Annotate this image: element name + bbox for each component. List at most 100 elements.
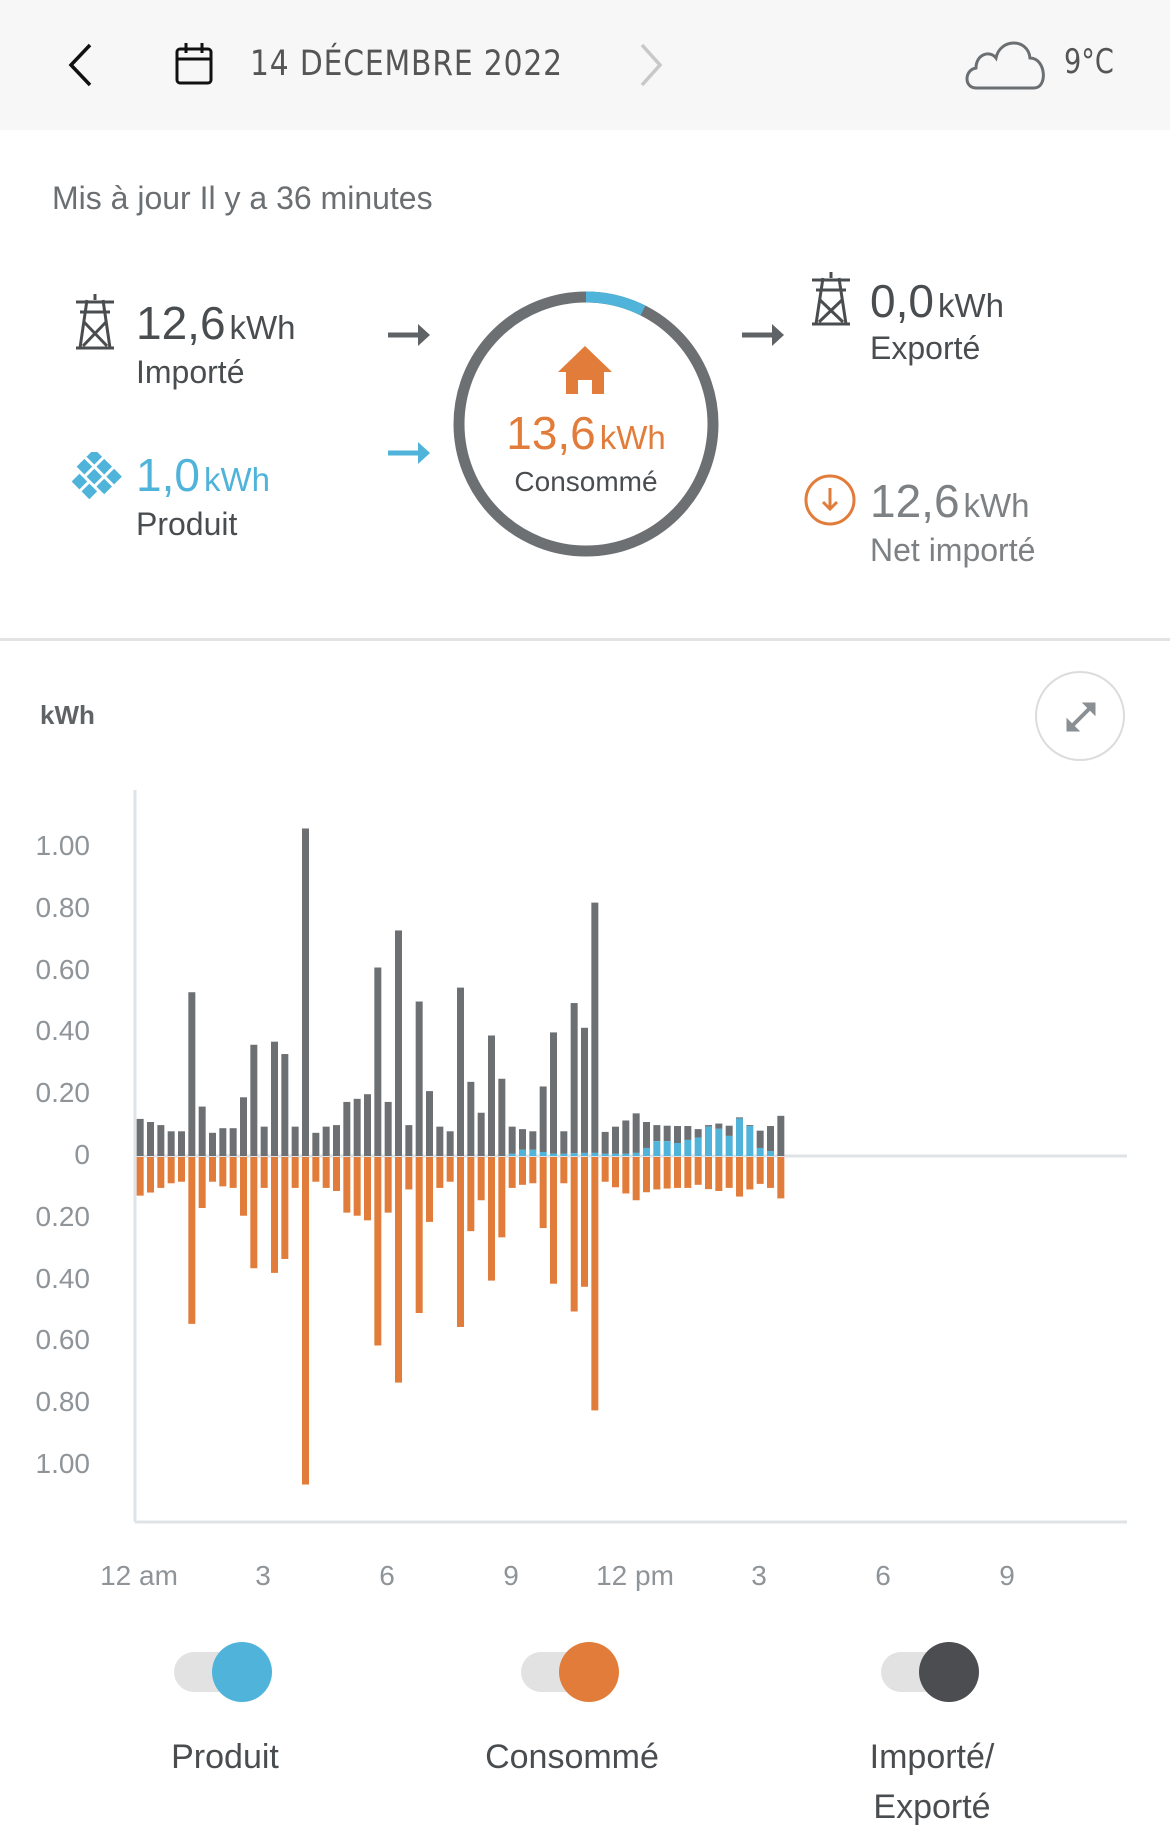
consumed-bar <box>436 1157 444 1188</box>
imported-bar <box>353 1098 361 1156</box>
toggle-knob <box>212 1642 272 1702</box>
consumed-bar <box>271 1157 278 1273</box>
date-label[interactable]: 14 DÉCEMBRE 2022 <box>250 44 563 84</box>
imported-bar <box>240 1097 247 1156</box>
consumed-bar <box>302 1157 309 1485</box>
produced-bar <box>612 1153 619 1156</box>
imported-bar <box>767 1126 774 1152</box>
consumed-bar <box>467 1157 475 1232</box>
produced-value: 1,0 kWh <box>136 449 270 501</box>
imported-bar <box>229 1128 237 1156</box>
imported-bar <box>653 1125 661 1142</box>
imported-bar <box>136 1118 144 1156</box>
produced-bar <box>632 1152 640 1156</box>
imported-bar <box>415 1001 423 1156</box>
imported-bar <box>198 1106 206 1156</box>
consumed-bar <box>457 1157 464 1327</box>
imported-bar <box>147 1122 154 1156</box>
imported-bar <box>384 1101 392 1156</box>
produced-bar <box>705 1126 712 1156</box>
import-arrow-icon <box>388 324 430 346</box>
imported-bar <box>364 1094 371 1156</box>
consumed-bar <box>756 1157 764 1184</box>
produced-bar <box>663 1141 671 1156</box>
consumed-bar <box>560 1157 568 1184</box>
consumed-bar <box>353 1157 361 1216</box>
imported-bar <box>405 1125 413 1156</box>
imported-bar <box>219 1128 227 1156</box>
produced-bar <box>653 1141 661 1156</box>
toggle-imported-exported[interactable] <box>881 1642 979 1702</box>
imported-bar <box>529 1131 537 1150</box>
solar-panel-icon <box>71 452 122 500</box>
consumed-bar <box>374 1157 382 1346</box>
imported-bar <box>581 1027 588 1153</box>
consumed-bar <box>663 1157 671 1189</box>
produced-bar <box>674 1143 681 1156</box>
net-import-down-icon <box>804 474 856 526</box>
toggle-produced[interactable] <box>174 1642 272 1702</box>
calendar-icon[interactable] <box>174 42 214 86</box>
imported-bar <box>178 1131 185 1156</box>
consumed-value: 13,6 kWh <box>506 407 666 459</box>
consumed-bar <box>446 1157 454 1182</box>
produced-bar <box>539 1151 547 1156</box>
consumed-bar <box>157 1157 165 1188</box>
imported-bar <box>591 902 599 1153</box>
consumed-bar <box>570 1157 578 1312</box>
imported-bar <box>291 1126 299 1156</box>
consumed-bar <box>229 1157 237 1188</box>
next-chevron-icon[interactable] <box>636 42 666 88</box>
x-tick-label: 3 <box>751 1560 767 1591</box>
legend-line2: Exporté <box>873 1788 991 1826</box>
y-tick-label: 0.60 <box>35 1324 91 1356</box>
consumed-bar <box>250 1157 258 1269</box>
consumed-bar <box>643 1157 650 1193</box>
consumed-bar <box>674 1157 681 1188</box>
produced-bar <box>519 1149 526 1156</box>
export-arrow-icon <box>742 324 784 346</box>
imported-bar <box>488 1035 495 1156</box>
consumed-bar <box>395 1157 402 1383</box>
imported-bar <box>312 1132 320 1156</box>
consumed-bar <box>529 1157 537 1184</box>
produced-bar <box>622 1153 630 1156</box>
produce-arrow-icon <box>388 442 430 464</box>
produced-bar <box>581 1152 588 1156</box>
legend-consumed-label: Consommé <box>485 1738 659 1776</box>
consumed-bar <box>364 1157 371 1221</box>
imported-bar <box>157 1125 165 1156</box>
y-tick-label: 0.60 <box>35 953 91 985</box>
imported-bar <box>250 1044 258 1156</box>
y-tick-label: 1.00 <box>35 1448 91 1479</box>
imported-bar <box>374 967 382 1156</box>
ring-produced-arc <box>453 291 719 557</box>
consumed-bar <box>240 1157 247 1216</box>
consumed-bar <box>581 1157 588 1287</box>
consumed-bar <box>198 1157 206 1208</box>
consumed-bar <box>384 1157 392 1213</box>
imported-bar <box>467 1081 475 1156</box>
consumed-bar <box>519 1157 526 1185</box>
x-tick-label: 12 am <box>100 1560 178 1591</box>
consumed-bar <box>601 1157 609 1182</box>
toggle-knob <box>919 1642 979 1702</box>
section-divider <box>0 638 1170 641</box>
toggle-consumed[interactable] <box>521 1642 619 1702</box>
produced-bar <box>570 1153 578 1156</box>
imported-bar <box>612 1126 619 1154</box>
consumed-bar <box>136 1157 144 1196</box>
back-chevron-icon[interactable] <box>66 42 96 88</box>
imported-bar <box>601 1131 609 1154</box>
consumed-bar <box>488 1157 495 1281</box>
imported-bar <box>632 1113 640 1153</box>
exported-value: 0,0 kWh <box>870 275 1004 327</box>
consumed-bar <box>746 1157 754 1190</box>
imported-bar <box>498 1078 506 1156</box>
header-bar: 14 DÉCEMBRE 2022 9°C <box>0 0 1170 130</box>
consumed-label: Consommé <box>514 466 658 497</box>
net-imported-label: Net importé <box>870 532 1036 568</box>
expand-chart-button[interactable] <box>1035 671 1125 761</box>
imported-bar <box>715 1123 723 1129</box>
